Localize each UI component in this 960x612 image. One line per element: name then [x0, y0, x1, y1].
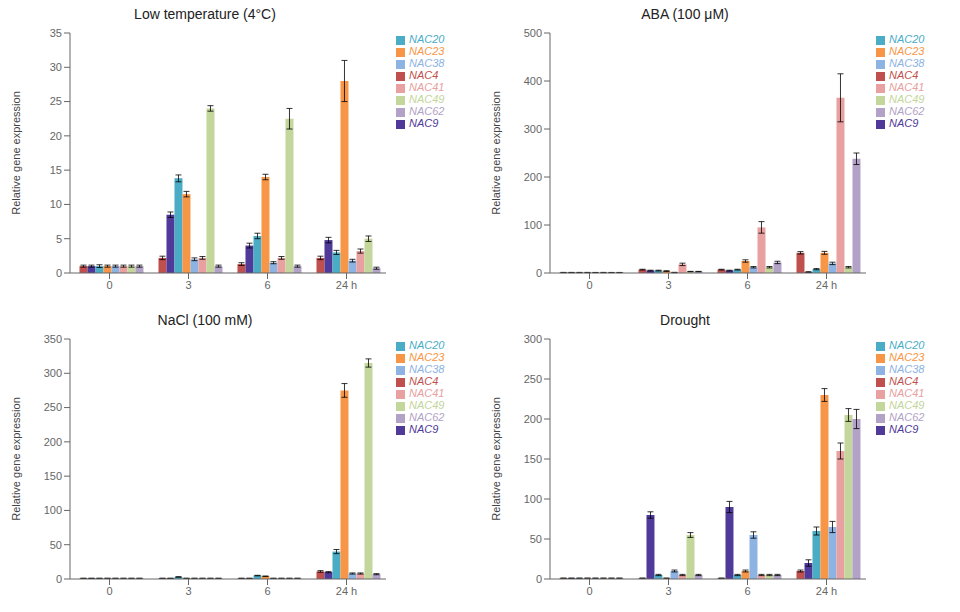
- svg-text:3: 3: [665, 585, 671, 597]
- svg-text:6: 6: [744, 585, 750, 597]
- svg-text:24 h: 24 h: [816, 585, 837, 597]
- html-text:NAC9: NAC9: [409, 117, 439, 129]
- svg-text:6: 6: [264, 279, 270, 291]
- html-text:NAC23: NAC23: [409, 45, 445, 57]
- svg-text:3: 3: [185, 279, 191, 291]
- html-text:NAC20: NAC20: [409, 33, 445, 45]
- svg-text:400: 400: [524, 75, 542, 87]
- html-text:NAC4: NAC4: [889, 375, 919, 387]
- svg-text:500: 500: [524, 27, 542, 39]
- svg-text:0: 0: [56, 573, 62, 585]
- html-text:NAC4: NAC4: [409, 375, 439, 387]
- svg-text:200: 200: [524, 413, 542, 425]
- html-text:NAC9: NAC9: [889, 117, 919, 129]
- svg-text:100: 100: [44, 504, 62, 516]
- svg-text:250: 250: [44, 401, 62, 413]
- html-text:NAC38: NAC38: [409, 363, 445, 375]
- svg-text:250: 250: [524, 373, 542, 385]
- svg-text:150: 150: [44, 470, 62, 482]
- svg-text:6: 6: [264, 585, 270, 597]
- html-text:NAC23: NAC23: [409, 351, 445, 363]
- svg-text:0: 0: [106, 279, 112, 291]
- svg-text:200: 200: [524, 171, 542, 183]
- svg-text:100: 100: [524, 219, 542, 231]
- svg-text:0: 0: [106, 585, 112, 597]
- svg-text:30: 30: [50, 61, 62, 73]
- svg-text:300: 300: [44, 367, 62, 379]
- html-text:NAC49: NAC49: [409, 399, 445, 411]
- html-text:NAC41: NAC41: [889, 81, 925, 93]
- html-text:NAC23: NAC23: [889, 45, 925, 57]
- svg-text:0: 0: [536, 267, 542, 279]
- svg-text:10: 10: [50, 198, 62, 210]
- svg-text:350: 350: [44, 333, 62, 345]
- html-text:NAC20: NAC20: [889, 339, 925, 351]
- html-text:NAC62: NAC62: [409, 411, 445, 423]
- svg-text:20: 20: [50, 130, 62, 142]
- html-text:NAC4: NAC4: [889, 69, 919, 81]
- html-text:ABA (100 μM): ABA (100 μM): [641, 6, 729, 22]
- svg-text:300: 300: [524, 333, 542, 345]
- html-text:NaCl (100 mM): NaCl (100 mM): [157, 312, 253, 328]
- html-text:NAC49: NAC49: [889, 93, 925, 105]
- html-text:NAC38: NAC38: [889, 57, 925, 69]
- html-text:NAC23: NAC23: [889, 351, 925, 363]
- svg-text:15: 15: [50, 164, 62, 176]
- html-text:Low temperature (4°C): Low temperature (4°C): [134, 6, 276, 22]
- html-text:NAC9: NAC9: [889, 423, 919, 435]
- svg-text:Relative gene expression: Relative gene expression: [490, 91, 502, 215]
- svg-text:50: 50: [50, 539, 62, 551]
- html-text:NAC20: NAC20: [889, 33, 925, 45]
- svg-text:24 h: 24 h: [816, 279, 837, 291]
- svg-text:Relative gene expression: Relative gene expression: [10, 397, 22, 521]
- html-text:NAC38: NAC38: [889, 363, 925, 375]
- html-text:NAC38: NAC38: [409, 57, 445, 69]
- html-text:NAC62: NAC62: [889, 411, 925, 423]
- svg-text:25: 25: [50, 95, 62, 107]
- svg-text:35: 35: [50, 27, 62, 39]
- html-text:NAC9: NAC9: [409, 423, 439, 435]
- svg-text:200: 200: [44, 436, 62, 448]
- svg-text:150: 150: [524, 453, 542, 465]
- svg-text:24 h: 24 h: [336, 585, 357, 597]
- html-text:NAC49: NAC49: [889, 399, 925, 411]
- html-text:NAC62: NAC62: [409, 105, 445, 117]
- svg-text:0: 0: [586, 279, 592, 291]
- html-text:NAC49: NAC49: [409, 93, 445, 105]
- html-text:NAC41: NAC41: [889, 387, 925, 399]
- svg-text:0: 0: [536, 573, 542, 585]
- html-text:NAC4: NAC4: [409, 69, 439, 81]
- svg-text:Relative gene expression: Relative gene expression: [490, 397, 502, 521]
- svg-text:3: 3: [665, 279, 671, 291]
- svg-text:24 h: 24 h: [336, 279, 357, 291]
- svg-text:0: 0: [586, 585, 592, 597]
- svg-text:0: 0: [56, 267, 62, 279]
- html-text:NAC41: NAC41: [409, 387, 445, 399]
- svg-text:100: 100: [524, 493, 542, 505]
- svg-text:5: 5: [56, 233, 62, 245]
- svg-text:50: 50: [530, 533, 542, 545]
- svg-text:300: 300: [524, 123, 542, 135]
- html-text:Drought: Drought: [660, 312, 710, 328]
- svg-text:6: 6: [744, 279, 750, 291]
- svg-text:Relative gene expression: Relative gene expression: [10, 91, 22, 215]
- html-text:NAC41: NAC41: [409, 81, 445, 93]
- svg-text:3: 3: [185, 585, 191, 597]
- html-text:NAC20: NAC20: [409, 339, 445, 351]
- html-text:NAC62: NAC62: [889, 105, 925, 117]
